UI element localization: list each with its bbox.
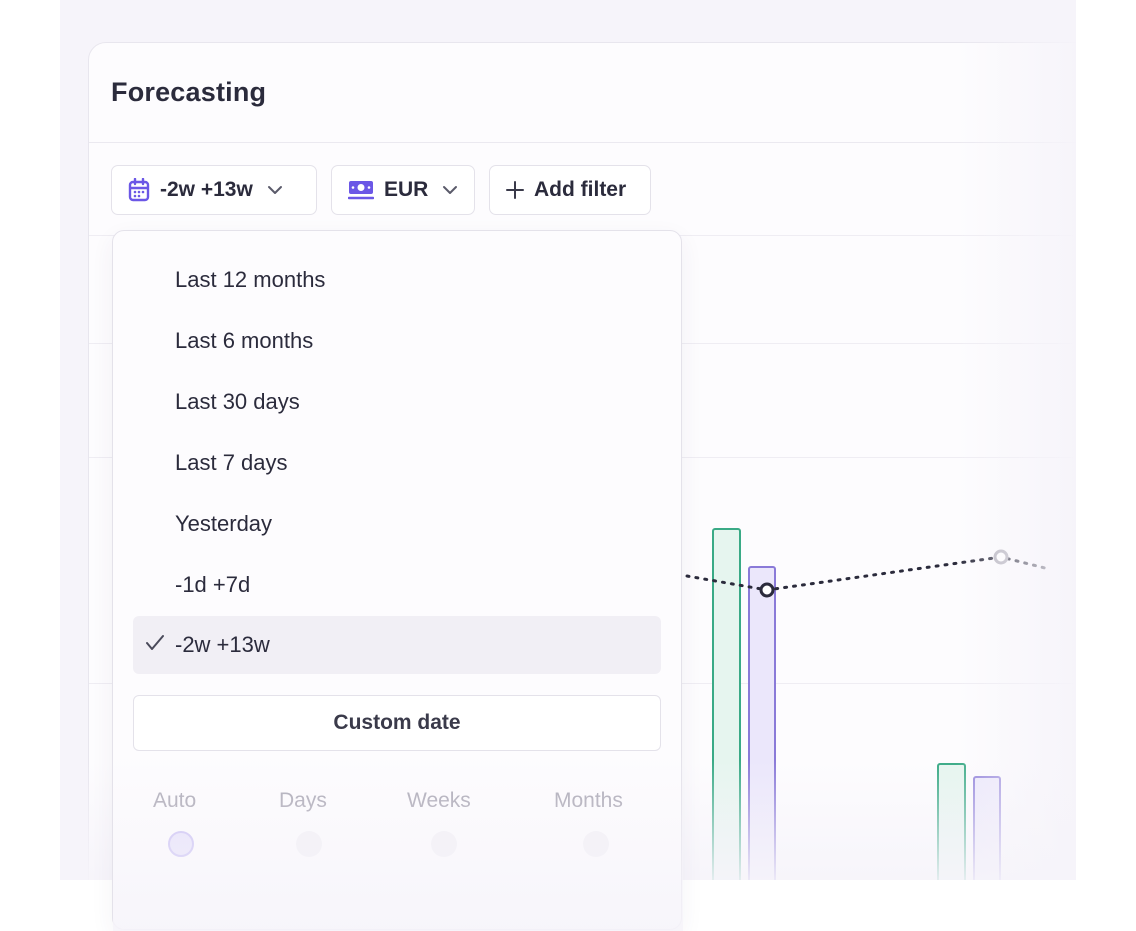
granularity-option-months[interactable]: Months — [554, 789, 623, 812]
radio-months[interactable] — [583, 831, 609, 857]
currency-label: EUR — [384, 178, 429, 201]
option-label: Last 7 days — [175, 450, 288, 475]
dropdown-option-selected[interactable]: -2w +13w — [133, 616, 661, 674]
dropdown-option[interactable]: Last 7 days — [133, 434, 661, 492]
card-header: Forecasting — [89, 43, 1076, 143]
calendar-icon — [128, 178, 150, 202]
option-label: Last 6 months — [175, 328, 314, 353]
granularity-option-days[interactable]: Days — [279, 789, 327, 812]
radio-weeks[interactable] — [431, 831, 457, 857]
trend-point[interactable] — [759, 582, 775, 598]
plus-icon — [506, 181, 524, 199]
granularity-option-weeks[interactable]: Weeks — [407, 789, 471, 812]
chevron-down-icon — [443, 186, 458, 194]
dropdown-option[interactable]: -1d +7d — [133, 556, 661, 614]
dropdown-option[interactable]: Last 30 days — [133, 373, 661, 431]
option-label: Last 12 months — [175, 267, 326, 292]
date-range-label: -2w +13w — [160, 178, 253, 201]
custom-date-button[interactable]: Custom date — [133, 695, 661, 751]
add-filter-label: Add filter — [534, 178, 627, 201]
dropdown-option[interactable]: Last 12 months — [133, 251, 661, 309]
add-filter-button[interactable]: Add filter — [489, 165, 651, 215]
dropdown-option[interactable]: Yesterday — [133, 495, 661, 553]
radio-auto-selected[interactable] — [168, 831, 194, 857]
currency-button[interactable]: EUR — [331, 165, 475, 215]
radio-days[interactable] — [296, 831, 322, 857]
granularity-option-auto[interactable]: Auto — [153, 789, 197, 812]
edge-fade — [956, 0, 1076, 880]
page-title: Forecasting — [111, 77, 267, 107]
checkmark-icon — [146, 635, 164, 650]
date-range-dropdown: Last 12 months Last 6 months Last 30 day… — [112, 230, 683, 931]
chevron-down-icon — [267, 186, 282, 194]
date-range-button[interactable]: -2w +13w — [111, 165, 317, 215]
money-icon — [348, 181, 374, 200]
dropdown-option[interactable]: Last 6 months — [133, 312, 661, 370]
option-label: -1d +7d — [175, 572, 251, 597]
option-label: Yesterday — [175, 511, 273, 536]
custom-date-label: Custom date — [333, 711, 461, 734]
filter-toolbar: -2w +13w EUR — [111, 165, 651, 215]
option-label: -2w +13w — [175, 632, 270, 657]
option-label: Last 30 days — [175, 389, 300, 414]
